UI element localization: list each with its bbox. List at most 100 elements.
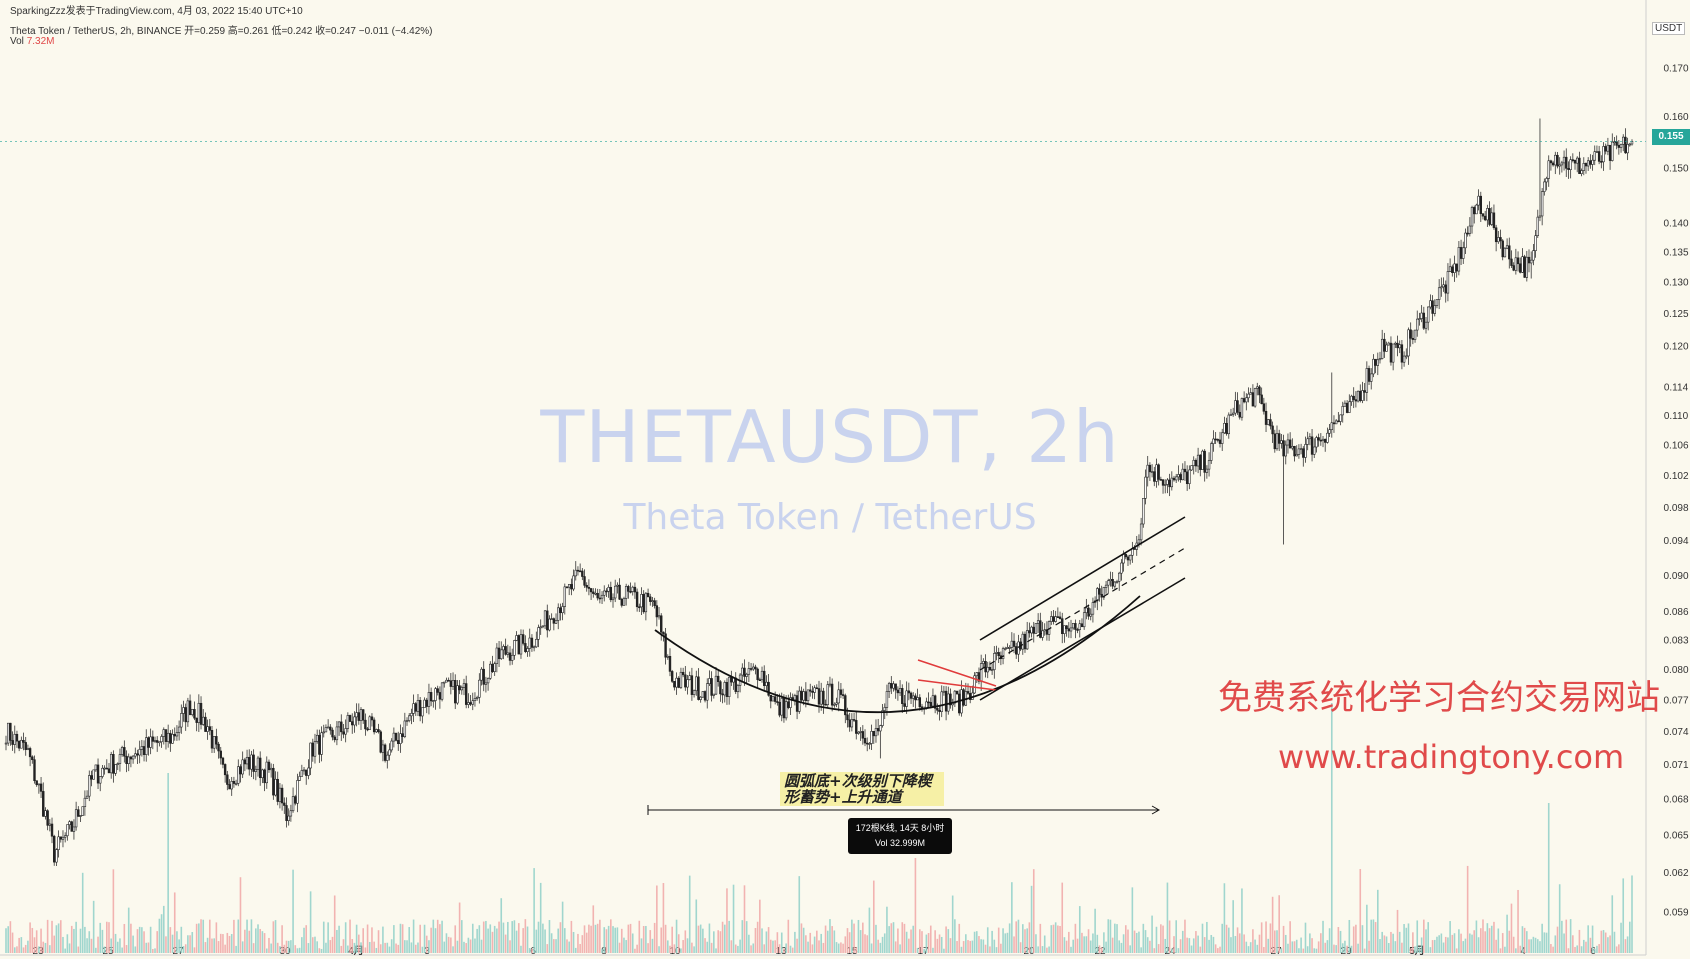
candle-body — [101, 767, 104, 777]
volume-bar — [745, 921, 748, 953]
volume-bar — [682, 940, 684, 953]
candle-body — [22, 739, 25, 743]
volume-bar — [461, 920, 463, 953]
volume-bar — [899, 944, 901, 953]
volume-bar — [487, 928, 489, 953]
candle-body — [427, 692, 431, 707]
candle-body — [504, 646, 507, 655]
candle-body — [844, 695, 847, 716]
candle-body — [806, 689, 810, 702]
candle-body — [887, 683, 891, 692]
volume-bar — [513, 920, 516, 953]
volume-bar — [1116, 924, 1118, 953]
price-tick-label: 0.077 — [1663, 695, 1688, 706]
volume-bar — [450, 937, 452, 953]
volume-bar — [1383, 935, 1386, 953]
volume-bar — [395, 943, 397, 953]
volume-bar — [329, 940, 332, 953]
candle-body — [879, 725, 882, 732]
candle-body — [1565, 156, 1568, 169]
candle-body — [565, 586, 569, 589]
volume-bar — [1374, 922, 1377, 953]
candle-body — [721, 693, 724, 696]
candle-body — [563, 586, 567, 607]
candle-body — [252, 754, 255, 772]
candle-body — [708, 678, 711, 684]
price-tick-label: 0.150 — [1663, 163, 1688, 174]
price-tick-label: 0.083 — [1663, 635, 1688, 646]
volume-bar — [991, 930, 993, 953]
price-tick-label: 0.068 — [1663, 794, 1688, 805]
volume-bar — [233, 919, 235, 953]
candle-body — [1291, 446, 1294, 449]
publisher-credit: SparkingZzz发表于TradingView.com, 4月 03, 20… — [10, 6, 303, 17]
volume-bar — [1004, 933, 1007, 953]
candle-body — [589, 588, 593, 593]
volume-bar — [734, 944, 737, 953]
volume-bar — [1458, 929, 1460, 953]
candle-body — [815, 687, 819, 690]
volume-bar — [152, 948, 154, 953]
volume-bar — [255, 928, 257, 953]
volume-bar — [1469, 933, 1471, 953]
volume-bar — [1037, 946, 1039, 953]
volume-bar — [1565, 919, 1568, 953]
volume-bar — [138, 926, 141, 953]
candle-body — [173, 734, 176, 737]
candle-body — [4, 742, 8, 745]
volume-bar — [1534, 937, 1537, 953]
volume-bar — [1181, 930, 1184, 953]
candle-body — [1089, 613, 1092, 617]
volume-bar — [1096, 934, 1099, 953]
volume-bar — [480, 939, 483, 953]
candle-body — [171, 734, 174, 744]
volume-bar — [1028, 922, 1031, 953]
volume-bar — [1394, 941, 1397, 953]
volume-bar — [1482, 919, 1484, 953]
volume-bar — [351, 939, 354, 953]
volume-bar — [1234, 936, 1237, 953]
candle-body — [204, 716, 207, 732]
candle-body — [90, 775, 93, 780]
volume-bar — [1293, 941, 1296, 953]
candle-body — [1398, 344, 1401, 349]
candle-body — [1556, 154, 1559, 167]
volume-bar — [732, 884, 735, 953]
volume-bar — [960, 946, 963, 953]
volume-bar — [358, 934, 360, 953]
candle-body — [88, 775, 91, 797]
volume-bar — [1050, 925, 1053, 953]
candle-body — [120, 747, 124, 755]
price-tick-label: 0.106 — [1663, 440, 1688, 451]
candle-body — [679, 671, 683, 688]
candle-body — [1308, 436, 1312, 440]
candle-body — [535, 638, 538, 648]
candle-body — [811, 690, 814, 693]
volume-bar — [1287, 943, 1289, 953]
candle-body — [1326, 432, 1329, 443]
candle-body — [55, 849, 58, 863]
candle-body — [662, 631, 665, 635]
candle-body — [1017, 641, 1020, 655]
volume-bar — [1210, 934, 1213, 953]
volume-bar — [826, 930, 829, 953]
candle-body — [1080, 623, 1084, 628]
volume-bar — [557, 928, 560, 953]
candle-body — [885, 691, 889, 708]
volume-bar — [1420, 937, 1423, 953]
candle-body — [1624, 136, 1627, 154]
volume-bar — [973, 931, 976, 953]
volume-bar — [658, 946, 660, 953]
volume-bar — [294, 945, 297, 953]
volume-bar — [517, 923, 520, 953]
candle-body — [1155, 464, 1158, 482]
volume-bar — [787, 919, 790, 953]
volume-bar — [1300, 937, 1302, 953]
volume-bar — [879, 942, 882, 953]
candle-body — [480, 668, 483, 681]
volume-bar — [1230, 937, 1232, 953]
volume-bar — [285, 940, 288, 953]
candle-body — [1446, 271, 1450, 294]
volume-bar — [691, 942, 693, 953]
